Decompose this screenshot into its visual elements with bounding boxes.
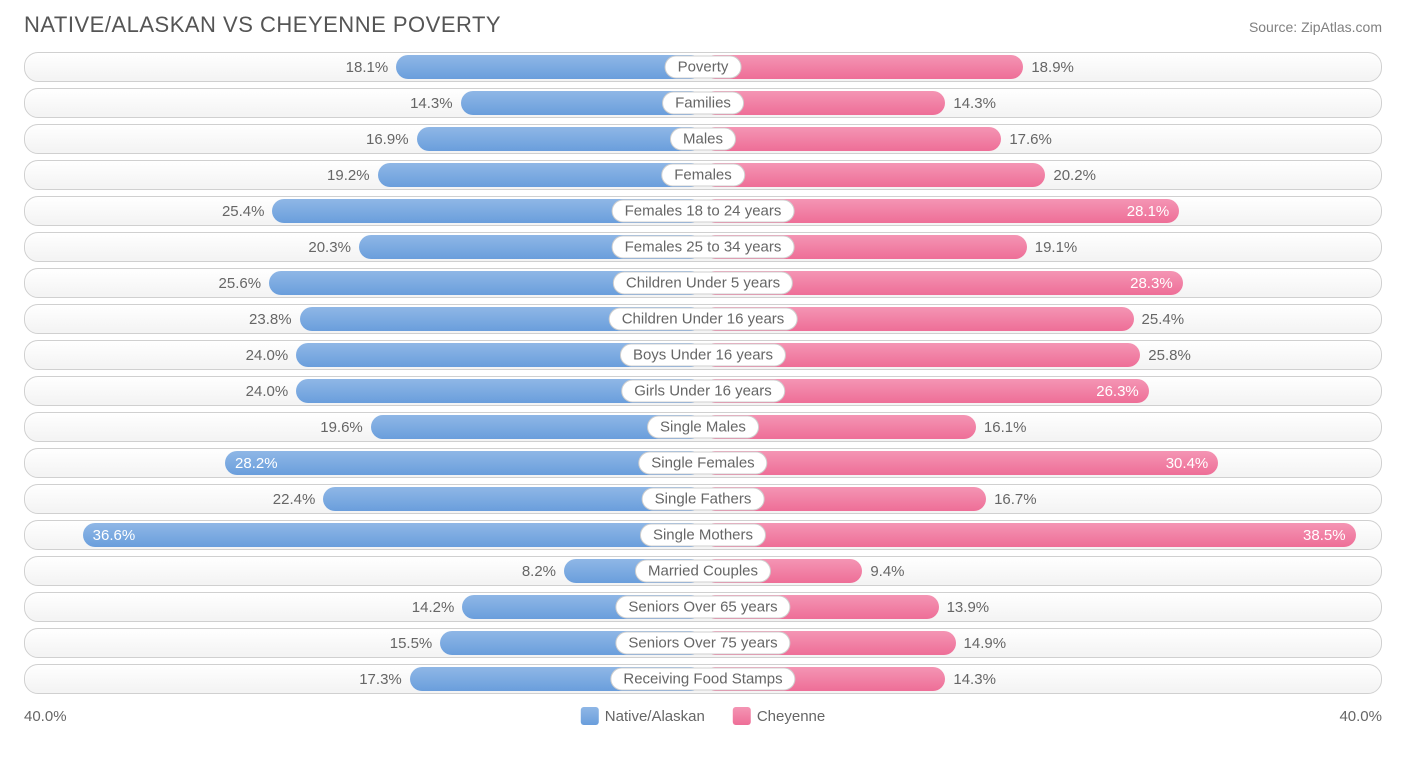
data-row: 24.0% 26.3% Girls Under 16 years	[24, 376, 1382, 406]
value-left: 22.4%	[273, 491, 324, 508]
bar-right: 20.2%	[703, 163, 1045, 187]
value-left: 25.6%	[219, 275, 270, 292]
category-label: Females	[661, 164, 745, 187]
category-label: Single Females	[638, 452, 767, 475]
value-right: 28.1%	[1117, 203, 1180, 220]
data-row: 23.8% 25.4% Children Under 16 years	[24, 304, 1382, 334]
legend-label-left: Native/Alaskan	[605, 708, 705, 725]
value-left: 17.3%	[359, 671, 410, 688]
axis-max-left: 40.0%	[24, 708, 67, 725]
data-row: 18.1%18.9%Poverty	[24, 52, 1382, 82]
value-right: 14.3%	[945, 95, 996, 112]
value-left: 14.2%	[412, 599, 463, 616]
category-label: Single Males	[647, 416, 759, 439]
value-right: 25.8%	[1140, 347, 1191, 364]
bar-right: 17.6%	[703, 127, 1001, 151]
value-left: 25.4%	[222, 203, 273, 220]
category-label: Females 25 to 34 years	[612, 236, 795, 259]
value-right: 17.6%	[1001, 131, 1052, 148]
bar-left: 28.2%	[225, 451, 703, 475]
data-row: 22.4% 16.7% Single Fathers	[24, 484, 1382, 514]
value-left: 8.2%	[522, 563, 564, 580]
legend-item-right: Cheyenne	[733, 707, 825, 725]
data-row: 8.2% 9.4% Married Couples	[24, 556, 1382, 586]
category-label: Single Fathers	[642, 488, 765, 511]
data-row: 28.2% 30.4% Single Females	[24, 448, 1382, 478]
category-label: Children Under 16 years	[609, 308, 798, 331]
value-right: 28.3%	[1120, 275, 1183, 292]
category-label: Girls Under 16 years	[621, 380, 785, 403]
value-left: 18.1%	[346, 59, 397, 76]
chart-footer: 40.0% Native/Alaskan Cheyenne 40.0%	[24, 704, 1382, 728]
value-left: 19.6%	[320, 419, 371, 436]
category-label: Single Mothers	[640, 524, 766, 547]
category-label: Poverty	[665, 56, 742, 79]
data-row: 25.6% 28.3% Children Under 5 years	[24, 268, 1382, 298]
legend: Native/Alaskan Cheyenne	[581, 707, 825, 725]
value-left: 15.5%	[390, 635, 441, 652]
bar-left: 36.6%	[83, 523, 703, 547]
value-right: 18.9%	[1023, 59, 1074, 76]
data-row: 19.2%20.2%Females	[24, 160, 1382, 190]
bar-left: 18.1%	[396, 55, 703, 79]
data-row: 24.0% 25.8% Boys Under 16 years	[24, 340, 1382, 370]
value-right: 38.5%	[1293, 527, 1356, 544]
data-row: 14.2% 13.9% Seniors Over 65 years	[24, 592, 1382, 622]
value-right: 30.4%	[1156, 455, 1219, 472]
legend-swatch-left	[581, 707, 599, 725]
value-right: 13.9%	[939, 599, 990, 616]
value-right: 9.4%	[862, 563, 904, 580]
legend-swatch-right	[733, 707, 751, 725]
value-left: 20.3%	[308, 239, 359, 256]
category-label: Families	[662, 92, 744, 115]
data-row: 25.4% 28.1% Females 18 to 24 years	[24, 196, 1382, 226]
category-label: Males	[670, 128, 736, 151]
data-row: 15.5% 14.9% Seniors Over 75 years	[24, 628, 1382, 658]
data-row: 14.3% 14.3% Families	[24, 88, 1382, 118]
category-label: Married Couples	[635, 560, 771, 583]
data-row: 36.6% 38.5% Single Mothers	[24, 520, 1382, 550]
value-left: 24.0%	[246, 347, 297, 364]
bar-right: 38.5%	[703, 523, 1356, 547]
chart-rows: 18.1%18.9%Poverty14.3%14.3%Families16.9%…	[24, 52, 1382, 694]
value-right: 14.9%	[956, 635, 1007, 652]
value-right: 20.2%	[1045, 167, 1096, 184]
data-row: 17.3% 14.3% Receiving Food Stamps	[24, 664, 1382, 694]
category-label: Boys Under 16 years	[620, 344, 786, 367]
value-right: 26.3%	[1086, 383, 1149, 400]
value-left: 24.0%	[246, 383, 297, 400]
value-left: 36.6%	[83, 527, 146, 544]
chart-title: NATIVE/ALASKAN VS CHEYENNE POVERTY	[24, 12, 501, 38]
legend-item-left: Native/Alaskan	[581, 707, 705, 725]
value-left: 19.2%	[327, 167, 378, 184]
value-left: 16.9%	[366, 131, 417, 148]
legend-label-right: Cheyenne	[757, 708, 825, 725]
value-left: 14.3%	[410, 95, 461, 112]
chart-source: Source: ZipAtlas.com	[1249, 19, 1382, 35]
chart-header: NATIVE/ALASKAN VS CHEYENNE POVERTY Sourc…	[24, 12, 1382, 38]
data-row: 19.6% 16.1% Single Males	[24, 412, 1382, 442]
category-label: Females 18 to 24 years	[612, 200, 795, 223]
value-right: 16.1%	[976, 419, 1027, 436]
bar-left: 16.9%	[417, 127, 703, 151]
bar-left: 19.2%	[378, 163, 703, 187]
value-left: 28.2%	[225, 455, 288, 472]
value-right: 14.3%	[945, 671, 996, 688]
value-left: 23.8%	[249, 311, 300, 328]
category-label: Receiving Food Stamps	[610, 668, 795, 691]
value-right: 25.4%	[1134, 311, 1185, 328]
bar-right: 30.4%	[703, 451, 1218, 475]
value-right: 16.7%	[986, 491, 1037, 508]
data-row: 20.3% 19.1% Females 25 to 34 years	[24, 232, 1382, 262]
category-label: Seniors Over 75 years	[615, 632, 790, 655]
data-row: 16.9%17.6%Males	[24, 124, 1382, 154]
category-label: Seniors Over 65 years	[615, 596, 790, 619]
category-label: Children Under 5 years	[613, 272, 793, 295]
bar-right: 18.9%	[703, 55, 1023, 79]
axis-max-right: 40.0%	[1339, 708, 1382, 725]
value-right: 19.1%	[1027, 239, 1078, 256]
